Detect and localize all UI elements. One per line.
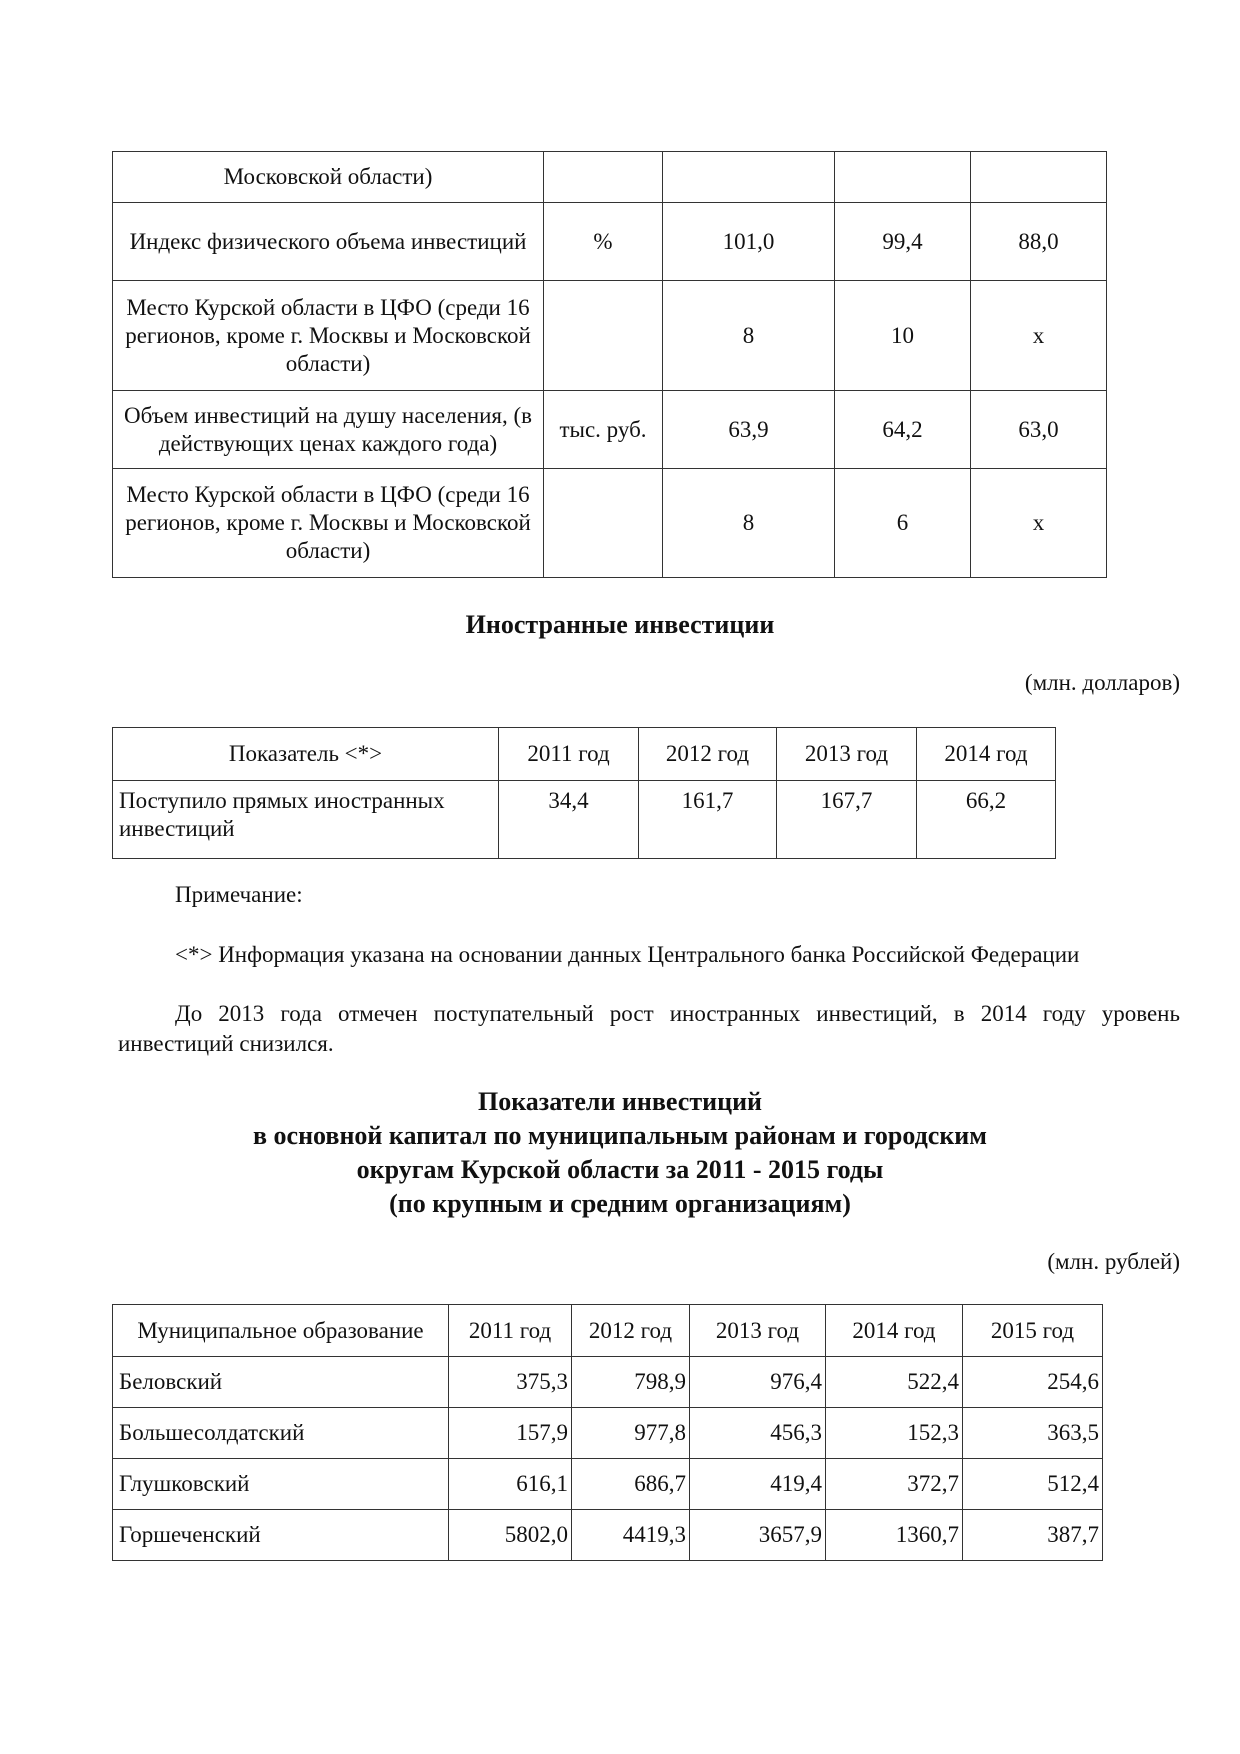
cell: 157,9 [448, 1407, 572, 1459]
cell: 10 [834, 280, 971, 391]
cell: 1360,7 [825, 1509, 963, 1561]
header-cell: 2014 год [916, 727, 1056, 781]
cell: 66,2 [916, 780, 1056, 859]
row-label: Место Курской области в ЦФО (среди 16 ре… [112, 280, 544, 391]
cell: 167,7 [776, 780, 917, 859]
table-header-row: Показатель <*> 2011 год 2012 год 2013 го… [112, 727, 1056, 781]
header-cell: 2013 год [776, 727, 917, 781]
cell: x [970, 468, 1107, 578]
note-text: <*> Информация указана на основании данн… [175, 942, 1080, 967]
cell: 387,7 [962, 1509, 1103, 1561]
cell [834, 151, 971, 203]
cell: 63,0 [970, 390, 1107, 469]
cell: 64,2 [834, 390, 971, 469]
row-label: Объем инвестиций на душу населения, (в д… [112, 390, 544, 469]
cell: тыс. руб. [543, 390, 663, 469]
cell: 99,4 [834, 202, 971, 281]
header-cell: 2012 год [571, 1304, 690, 1357]
title-line: Показатели инвестиций [477, 1087, 763, 1116]
header-cell: 2013 год [689, 1304, 826, 1357]
header-cell: 2012 год [638, 727, 777, 781]
cell [543, 280, 663, 391]
summary-paragraph: До 2013 года отмечен поступательный рост… [118, 1001, 1180, 1056]
cell: 101,0 [662, 202, 835, 281]
cell: 5802,0 [448, 1509, 572, 1561]
municipal-investment-table: Муниципальное образование 2011 год 2012 го… [112, 1304, 1103, 1561]
header-cell: 2011 год [448, 1304, 572, 1357]
table-row: Большесолдатский 157,9 977,8 456,3 152,3 363,… [112, 1407, 1103, 1459]
title-line: (по крупным и средним организациям) [389, 1189, 851, 1218]
foreign-investment-title: Иностранные инвестиции [465, 610, 775, 639]
cell: 363,5 [962, 1407, 1103, 1459]
table-header-row: Муниципальное образование 2011 год 2012 го… [112, 1304, 1103, 1357]
header-cell: 2015 год [962, 1304, 1103, 1357]
table-row: Беловский 375,3 798,9 976,4 522,4 254,6 [112, 1356, 1103, 1408]
cell: 3657,9 [689, 1509, 826, 1561]
row-label: Московской области) [112, 151, 544, 203]
title-line: округам Курской области за 2011 - 2015 г… [356, 1155, 884, 1184]
row-label: Большесолдатский [112, 1407, 449, 1459]
cell: 34,4 [498, 780, 639, 859]
row-label: Горшеченский [112, 1509, 449, 1561]
cell: 8 [662, 280, 835, 391]
row-label: Глушковский [112, 1458, 449, 1510]
cell: 88,0 [970, 202, 1107, 281]
table-row: Место Курской области в ЦФО (среди 16 ре… [112, 468, 1107, 578]
cell: % [543, 202, 663, 281]
cell: 254,6 [962, 1356, 1103, 1408]
municipal-unit-label: (млн. рублей) [1047, 1249, 1180, 1274]
foreign-investment-table: Показатель <*> 2011 год 2012 год 2013 го… [112, 727, 1056, 859]
title-line: в основной капитал по муниципальным райо… [252, 1121, 988, 1150]
cell: 4419,3 [571, 1509, 690, 1561]
header-cell: 2011 год [498, 727, 639, 781]
cell: 686,7 [571, 1458, 690, 1510]
cell: 798,9 [571, 1356, 690, 1408]
cell: 375,3 [448, 1356, 572, 1408]
table-row: Горшеченский 5802,0 4419,3 3657,9 1360,7 387,… [112, 1509, 1103, 1561]
cell: x [970, 280, 1107, 391]
table-row: Место Курской области в ЦФО (среди 16 ре… [112, 280, 1107, 391]
header-cell: 2014 год [825, 1304, 963, 1357]
municipal-title: Показатели инвестиций в основной капитал… [0, 1085, 1240, 1221]
cell: 522,4 [825, 1356, 963, 1408]
table-row: Глушковский 616,1 686,7 419,4 372,7 512,4 [112, 1458, 1103, 1510]
cell: 977,8 [571, 1407, 690, 1459]
cell: 161,7 [638, 780, 777, 859]
cell: 512,4 [962, 1458, 1103, 1510]
cell: 456,3 [689, 1407, 826, 1459]
row-label: Индекс физического объема инвестиций [112, 202, 544, 281]
cell: 6 [834, 468, 971, 578]
foreign-unit-label: (млн. долларов) [1024, 670, 1180, 695]
row-label: Место Курской области в ЦФО (среди 16 ре… [112, 468, 544, 578]
note-label: Примечание: [175, 882, 303, 907]
cell: 372,7 [825, 1458, 963, 1510]
cell: 419,4 [689, 1458, 826, 1510]
row-label: Поступило прямых иностранных инвестиций [112, 780, 499, 859]
cell [543, 468, 663, 578]
header-cell: Показатель <*> [112, 727, 499, 781]
cell: 976,4 [689, 1356, 826, 1408]
header-cell: Муниципальное образование [112, 1304, 449, 1357]
cell: 616,1 [448, 1458, 572, 1510]
cell: 63,9 [662, 390, 835, 469]
table-row: Объем инвестиций на душу населения, (в д… [112, 390, 1107, 469]
cell: 152,3 [825, 1407, 963, 1459]
cell: 8 [662, 468, 835, 578]
table-row: Московской области) [112, 151, 1107, 203]
row-label: Беловский [112, 1356, 449, 1408]
table-row: Индекс физического объема инвестиций% 101… [112, 202, 1107, 281]
cell [543, 151, 663, 203]
table-row: Поступило прямых иностранных инвестиций … [112, 780, 1056, 859]
investment-indicators-table: Московской области) Индекс физического об… [112, 151, 1107, 578]
cell [662, 151, 835, 203]
cell [970, 151, 1107, 203]
